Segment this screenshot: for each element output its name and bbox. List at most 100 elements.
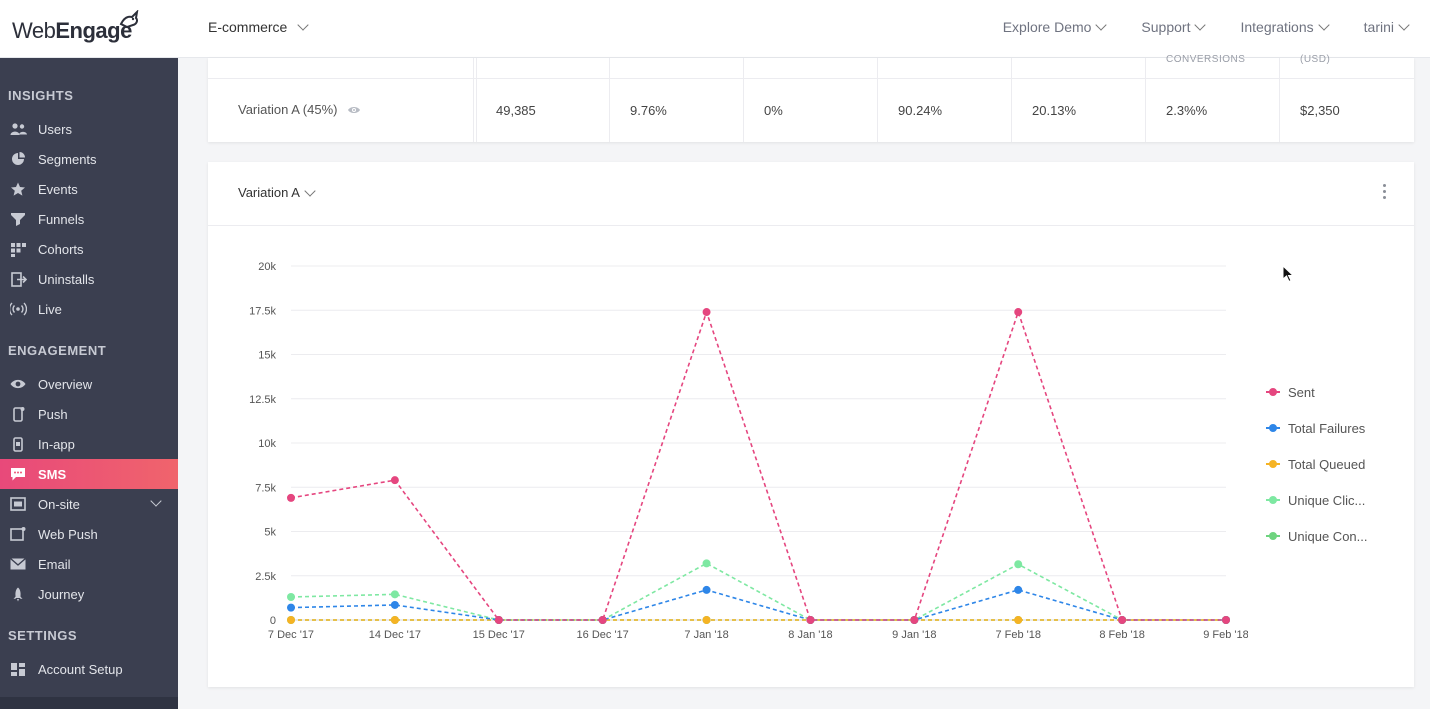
users-icon [9, 122, 27, 136]
y-tick-label: 0 [270, 615, 276, 627]
sidebar-item-in-app[interactable]: In-app [0, 429, 178, 459]
sidebar-item-label: Journey [38, 586, 85, 602]
data-point [1222, 616, 1230, 624]
x-tick-label: 16 Dec '17 [577, 629, 629, 641]
integrations-label: Integrations [1240, 19, 1314, 35]
column-divider [877, 58, 878, 142]
sidebar-item-overview[interactable]: Overview [0, 369, 178, 399]
chevron-down-icon [1398, 19, 1410, 31]
sidebar-section-insights: INSIGHTS [8, 88, 74, 103]
top-nav: Explore Demo Support Integrations tarini [1002, 19, 1410, 35]
window-icon [9, 496, 27, 511]
legend-label: Unique Clic... [1288, 492, 1366, 508]
sidebar-item-cohorts[interactable]: Cohorts [0, 234, 178, 264]
x-tick-label: 7 Dec '17 [268, 629, 314, 641]
chevron-down-icon[interactable] [150, 495, 162, 507]
sidebar-item-funnels[interactable]: Funnels [0, 204, 178, 234]
legend-item[interactable]: Total Failures [1266, 410, 1368, 446]
sidebar-item-push[interactable]: Push [0, 399, 178, 429]
sidebar-item-account-setup[interactable]: Account Setup [0, 654, 178, 684]
bird-icon [119, 10, 139, 29]
mobile-icon [9, 406, 27, 422]
column-header-conversions: CONVERSIONS [1166, 54, 1246, 65]
variation-name: Variation A (45%) [238, 102, 338, 117]
series-line-0 [290, 309, 1226, 621]
support-menu[interactable]: Support [1141, 19, 1207, 35]
integrations-menu[interactable]: Integrations [1240, 19, 1330, 35]
x-tick-label: 8 Jan '18 [788, 629, 832, 641]
sidebar-item-web-push[interactable]: Web Push [0, 519, 178, 549]
legend-label: Total Queued [1288, 456, 1366, 472]
support-label: Support [1141, 19, 1191, 35]
variation-stats-table: CONVERSIONS (USD) Variation A (45%) 49,3… [208, 54, 1414, 142]
explore-demo-label: Explore Demo [1002, 19, 1092, 35]
cell-value: 0% [764, 103, 783, 118]
x-tick-label: 9 Feb '18 [1203, 629, 1248, 641]
sidebar-item-segments[interactable]: Segments [0, 144, 178, 174]
logo-text-light: Web [12, 18, 56, 43]
legend-item[interactable]: Unique Clic... [1266, 482, 1368, 518]
chart-header: Variation A [208, 162, 1414, 226]
sidebar-item-events[interactable]: Events [0, 174, 178, 204]
data-point [390, 590, 399, 599]
chevron-down-icon [304, 184, 316, 197]
cell-value: 20.13% [1032, 103, 1077, 118]
project-selector[interactable]: E-commerce [208, 19, 310, 35]
y-tick-label: 5k [264, 527, 276, 539]
sidebar-item-journey[interactable]: Journey [0, 579, 178, 609]
variation-selector[interactable]: Variation A [238, 184, 316, 200]
sidebar-item-label: Segments [38, 151, 97, 167]
cell-value: $2,350 [1300, 103, 1340, 118]
legend-label: Unique Con... [1288, 528, 1368, 544]
data-point [1014, 585, 1023, 594]
x-tick-label: 15 Dec '17 [473, 629, 525, 641]
sidebar-item-label: Live [38, 301, 62, 317]
legend-item[interactable]: Unique Con... [1266, 518, 1368, 554]
star-icon [9, 182, 27, 196]
legend-swatch [1266, 496, 1280, 504]
x-tick-label: 7 Feb '18 [995, 629, 1041, 641]
legend-swatch [1266, 424, 1280, 432]
mouse-cursor-icon [1282, 265, 1294, 283]
data-point [910, 616, 919, 624]
x-tick-label: 8 Feb '18 [1099, 629, 1145, 641]
sidebar-item-label: SMS [38, 466, 67, 482]
sidebar-item-on-site[interactable]: On-site [0, 489, 178, 519]
sidebar-item-label: Overview [38, 376, 93, 392]
data-point [494, 616, 503, 624]
cell-value: 9.76% [630, 103, 667, 118]
y-tick-label: 12.5k [249, 394, 276, 406]
sidebar-item-sms[interactable]: SMS [0, 459, 178, 489]
top-bar: WebEngage E-commerce Explore Demo Suppor… [0, 0, 1430, 58]
more-options-icon[interactable] [1380, 184, 1388, 202]
data-point [287, 603, 295, 612]
y-tick-label: 7.5k [255, 482, 276, 494]
column-divider [476, 58, 477, 142]
data-point [287, 616, 295, 624]
column-divider [1011, 58, 1012, 142]
grid-icon [9, 242, 27, 257]
legend-item[interactable]: Sent [1266, 374, 1368, 410]
sidebar-item-label: Cohorts [38, 241, 84, 257]
sidebar-item-email[interactable]: Email [0, 549, 178, 579]
column-divider [473, 58, 474, 142]
line-chart: 0 2.5k 5k 7.5k 10k 12.5k 15k 17.5k 20k 7 Dec '17 1… [249, 261, 1248, 641]
sidebar-item-users[interactable]: Users [0, 114, 178, 144]
sidebar-item-live[interactable]: Live [0, 294, 178, 324]
user-menu[interactable]: tarini [1364, 19, 1410, 35]
column-header-usd: (USD) [1300, 54, 1331, 65]
y-tick-label: 17.5k [249, 305, 276, 317]
data-point [702, 559, 711, 568]
sidebar-item-label: Users [38, 121, 72, 137]
webengage-logo[interactable]: WebEngage [12, 10, 142, 46]
table-header-divider [208, 78, 1414, 79]
legend-item[interactable]: Total Queued [1266, 446, 1368, 482]
eye-icon[interactable] [347, 105, 361, 115]
explore-demo-menu[interactable]: Explore Demo [1002, 19, 1108, 35]
browser-icon [9, 526, 27, 541]
sidebar-item-uninstalls[interactable]: Uninstalls [0, 264, 178, 294]
chevron-down-icon [297, 19, 310, 31]
chart-legend: Sent Total Failures Total Queued Unique Cli… [1266, 374, 1368, 554]
data-point [598, 616, 607, 624]
series-line-1 [290, 589, 1226, 621]
